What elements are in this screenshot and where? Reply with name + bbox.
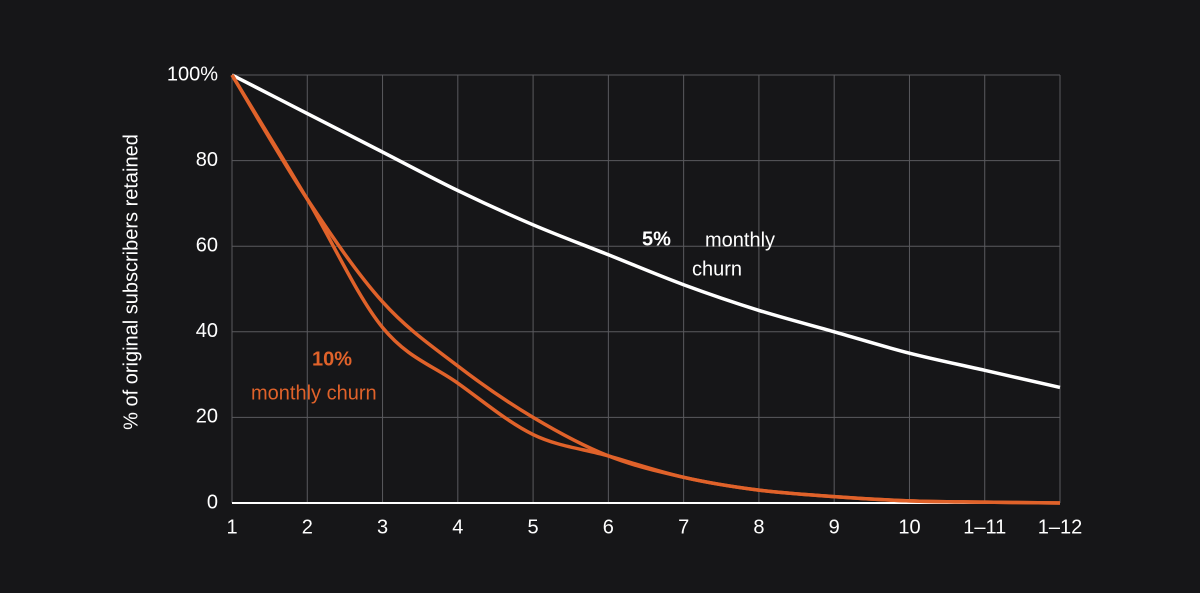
series-line xyxy=(231,73,1061,390)
annotation: 10% xyxy=(312,348,352,370)
y-tick-label: 80 xyxy=(196,149,218,171)
x-tick-label: 4 xyxy=(452,516,463,538)
x-tick-label: 2 xyxy=(302,516,313,538)
x-tick-label: 5 xyxy=(528,516,539,538)
y-tick-label: 20 xyxy=(196,406,218,428)
annotation: churn xyxy=(692,258,742,280)
x-tick-label: 1–12 xyxy=(1038,516,1083,538)
x-tick-label: 1 xyxy=(226,516,237,538)
annotation: monthly churn xyxy=(251,382,377,404)
y-tick-label: 60 xyxy=(196,234,218,256)
x-tick-label: 9 xyxy=(829,516,840,538)
x-tick-label: 10 xyxy=(898,516,920,538)
x-tick-label: 3 xyxy=(377,516,388,538)
y-tick-label: 40 xyxy=(196,320,218,342)
x-tick-label: 1–11 xyxy=(963,516,1006,538)
x-tick-label: 7 xyxy=(678,516,689,538)
y-axis-label: % of original subscribers retained xyxy=(120,134,142,430)
y-tick-label: 0 xyxy=(207,491,218,513)
y-tick-label: 100% xyxy=(167,63,218,85)
annotation: monthly xyxy=(705,229,775,251)
x-tick-label: 8 xyxy=(753,516,764,538)
annotation: 5% xyxy=(642,228,671,250)
series-line xyxy=(230,74,1061,505)
x-tick-label: 6 xyxy=(603,516,614,538)
